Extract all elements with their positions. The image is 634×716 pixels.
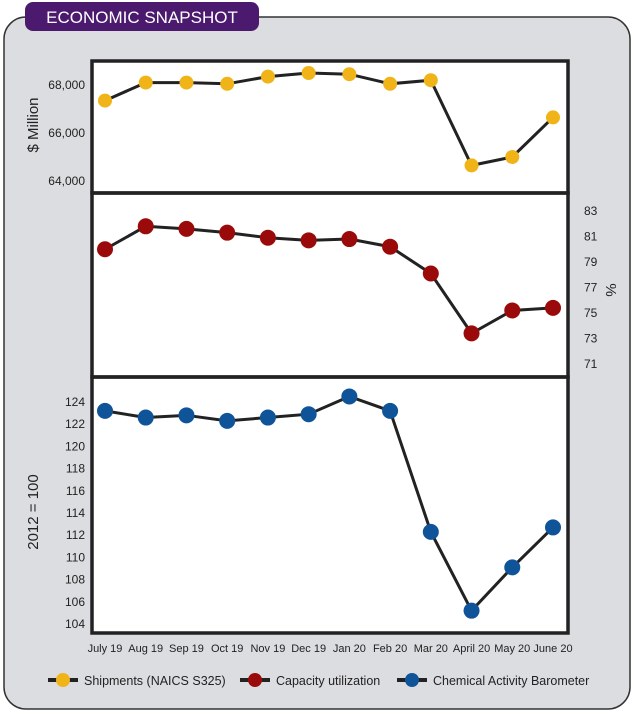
shipments-point	[505, 150, 520, 164]
shipments-point	[423, 73, 438, 88]
cab-point	[219, 412, 236, 429]
cab-point	[97, 402, 113, 419]
capacity-point	[545, 299, 561, 316]
cab-panel-frame	[90, 375, 570, 635]
capacity-point	[259, 229, 276, 246]
capacity-point	[178, 220, 195, 237]
cab-point	[137, 409, 154, 426]
title: ECONOMIC SNAPSHOT	[46, 8, 238, 27]
legend-cab-marker	[405, 673, 419, 687]
cab-y-tick: 124	[65, 395, 85, 409]
x-tick-label: Nov 19	[250, 643, 285, 655]
shipments-point	[546, 110, 560, 125]
cab-point	[463, 602, 480, 619]
x-tick-label: Jan 20	[333, 643, 366, 655]
shipments-point	[98, 93, 112, 108]
cab-y-tick: 120	[65, 439, 85, 453]
capacity-y-tick: 81	[584, 230, 598, 244]
cab-y-tick: 108	[65, 573, 85, 587]
shipments-axis-label: $ Million	[25, 97, 42, 152]
x-tick-label: Feb 20	[373, 643, 407, 655]
cab-point	[382, 402, 399, 419]
capacity-point	[341, 231, 358, 248]
capacity-point	[137, 218, 154, 235]
shipments-point	[464, 158, 479, 173]
shipments-point	[301, 66, 316, 80]
legend-shipments: Shipments (NAICS S325)	[84, 674, 226, 688]
x-tick-label: April 20	[453, 643, 490, 655]
title-tab	[25, 2, 259, 31]
shipments-point	[179, 75, 194, 90]
capacity-point	[463, 325, 480, 342]
capacity-axis-label: %	[602, 283, 619, 296]
capacity-y-tick: 73	[584, 332, 598, 346]
cab-y-tick: 114	[66, 506, 85, 520]
x-tick-label: June 20	[533, 643, 572, 655]
shipments-point	[220, 76, 235, 91]
legend-cab: Chemical Activity Barometer	[433, 674, 589, 688]
capacity-y-tick: 83	[584, 204, 598, 218]
capacity-point	[300, 232, 317, 249]
cab-point	[178, 407, 195, 424]
cab-point	[259, 409, 276, 426]
cab-y-tick: 116	[66, 484, 85, 498]
x-tick-label: Oct 19	[211, 643, 243, 655]
cab-point	[422, 523, 439, 540]
shipments-point	[383, 76, 398, 91]
capacity-point	[97, 241, 113, 258]
cab-point	[341, 388, 358, 405]
cab-point	[504, 559, 521, 576]
shipments-y-tick: 68,000	[48, 78, 85, 92]
capacity-point	[504, 302, 521, 319]
x-tick-label: Mar 20	[414, 643, 448, 655]
cab-y-tick: 112	[66, 528, 85, 542]
legend: Shipments (NAICS S325) Capacity utilizat…	[48, 673, 589, 688]
cab-y-tick: 122	[65, 417, 85, 431]
plot-area	[92, 61, 568, 633]
shipments-point	[342, 67, 357, 82]
capacity-y-tick: 75	[584, 306, 598, 320]
shipments-point	[138, 75, 153, 90]
capacity-y-tick: 77	[584, 281, 598, 295]
x-tick-label: Dec 19	[291, 643, 326, 655]
cab-y-tick: 110	[66, 550, 85, 564]
cab-point	[300, 406, 317, 423]
legend-capacity-marker	[248, 673, 262, 687]
x-tick-label: May 20	[494, 643, 530, 655]
shipments-point	[260, 69, 275, 84]
shipments-y-tick: 64,000	[48, 174, 85, 188]
capacity-point	[422, 265, 439, 282]
capacity-y-tick: 71	[584, 357, 598, 371]
capacity-y-tick: 79	[584, 255, 598, 269]
cab-point	[545, 519, 561, 536]
x-tick-label: July 19	[88, 643, 123, 655]
shipments-y-tick: 66,000	[48, 126, 85, 140]
cab-y-tick: 106	[65, 595, 85, 609]
capacity-point	[219, 224, 236, 241]
legend-shipments-marker	[56, 673, 70, 687]
capacity-point	[382, 238, 399, 255]
x-tick-label: Aug 19	[128, 643, 163, 655]
x-tick-label: Sep 19	[169, 643, 204, 655]
cab-y-tick: 104	[65, 617, 85, 631]
cab-axis-label: 2012 = 100	[25, 474, 42, 550]
legend-capacity: Capacity utilization	[276, 674, 380, 688]
cab-y-tick: 118	[66, 462, 85, 476]
